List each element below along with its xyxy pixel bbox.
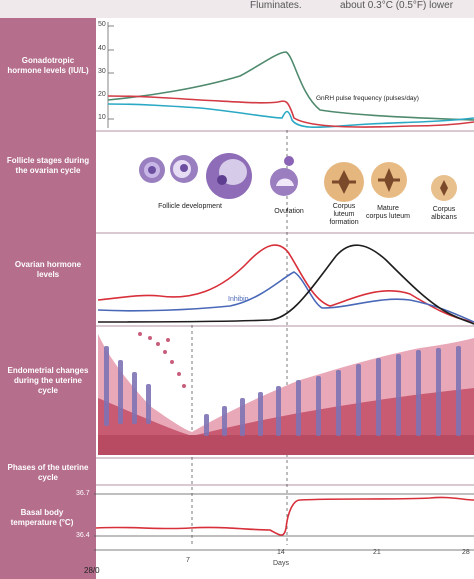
separator-1 [96, 130, 474, 132]
follicle-stage-corpus-luteum-formation: Corpus luteum formation [329, 203, 359, 226]
bbt-curve [95, 496, 474, 536]
follicle-stage-corpus-albicans: Corpus albicans [431, 206, 457, 221]
separator-2 [96, 232, 474, 234]
bbt-xtick-0: 28/0 [84, 566, 100, 575]
follicle-cell-3 [206, 153, 252, 199]
gonadotropic-label: Gonadotropic hormone levels (IU/L) [7, 56, 89, 75]
sidebar [0, 18, 96, 579]
corpus-luteum-formation-cell [324, 162, 364, 202]
separator-5 [96, 484, 474, 486]
gnrh-annotation: GnRH pulse frequency (pulses/day) [316, 95, 419, 102]
gonad-ytick-30: 30 [98, 68, 106, 75]
mature-corpus-luteum-cell [371, 162, 407, 198]
separator-3 [96, 325, 474, 327]
gonad-ytick-20: 20 [98, 91, 106, 98]
bbt-axis [94, 493, 474, 551]
follicle-cell-4 [270, 156, 298, 196]
corpus-albicans-cell [431, 175, 457, 201]
ovarian-label: Ovarian hormone levels [14, 260, 82, 279]
bbt-xlabel: Days [273, 560, 289, 567]
bbt-ytick-36-4: 36.4 [76, 532, 90, 539]
bbt-label: Basal body temperature (°C) [10, 508, 74, 527]
progesterone-curve [97, 244, 474, 325]
gonad-axis [107, 22, 114, 128]
header-partial-right: about 0.3°C (0.5°F) lower [340, 0, 454, 11]
gonad-ytick-50: 50 [98, 21, 106, 28]
follicle-cell-1 [139, 157, 165, 183]
bbt-xtick-21: 21 [373, 549, 381, 556]
separator-4 [96, 457, 474, 459]
header-partial-left: Fluminates. [250, 0, 302, 11]
follicle-stage-development: Follicle development [158, 203, 222, 210]
bbt-xtick-14: 14 [277, 549, 285, 556]
endometrial-label: Endometrial changes during the uterine c… [7, 366, 89, 395]
follicle-cell-2 [170, 155, 198, 183]
follicle-stage-mature-corpus-luteum: Mature corpus luteum [366, 205, 410, 220]
inhibin-annotation: Inhibin [228, 296, 249, 303]
inhibin-curve [97, 271, 474, 323]
endometrium [98, 332, 474, 455]
follicle-stage-ovulation: Ovulation [274, 208, 304, 215]
phases-label: Phases of the uterine cycle [7, 463, 89, 482]
top-strip: Fluminates. about 0.3°C (0.5°F) lower [0, 0, 474, 20]
bbt-xtick-7: 7 [186, 557, 190, 564]
estrogen-curve [97, 244, 474, 323]
gnrh-curve [107, 95, 474, 128]
bbt-xtick-28: 28 [462, 549, 470, 556]
gonad-ytick-10: 10 [98, 114, 106, 121]
lh-curve [107, 51, 474, 121]
bbt-ytick-36-7: 36.7 [76, 490, 90, 497]
follicle-label: Follicle stages during the ovarian cycle [6, 156, 90, 175]
fsh-curve [107, 103, 474, 129]
gonad-ytick-40: 40 [98, 45, 106, 52]
